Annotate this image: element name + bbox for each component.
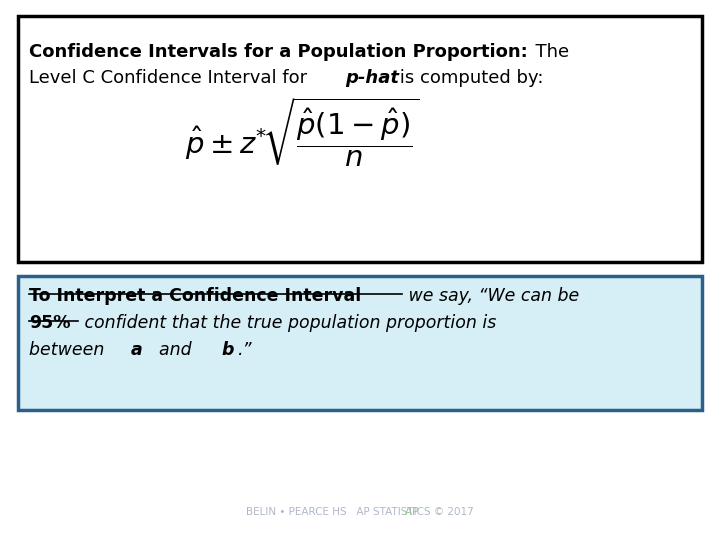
Text: is computed by:: is computed by: [394,69,544,86]
Text: b: b [222,341,234,359]
Text: p-hat: p-hat [346,69,400,86]
Text: between: between [29,341,115,359]
Text: we say, “We can be: we say, “We can be [403,287,580,305]
Text: 95%: 95% [29,314,71,332]
Text: Confidence Intervals for a Population Proportion:: Confidence Intervals for a Population Pr… [29,43,528,61]
Text: a: a [131,341,143,359]
Text: AP: AP [301,507,419,517]
Text: BELIN • PEARCE HS   AP STATISTICS © 2017: BELIN • PEARCE HS AP STATISTICS © 2017 [246,507,474,517]
Text: Level C Confidence Interval for: Level C Confidence Interval for [29,69,312,86]
Text: The: The [524,43,570,61]
FancyBboxPatch shape [18,276,702,410]
FancyBboxPatch shape [18,16,702,262]
Text: and: and [148,341,202,359]
Text: .”: .” [238,341,252,359]
Text: confident that the true population proportion is: confident that the true population propo… [79,314,497,332]
Text: To Interpret a Confidence Interval: To Interpret a Confidence Interval [29,287,361,305]
Text: $\hat{p} \pm z^{*}\!\sqrt{\dfrac{\hat{p}(1-\hat{p})}{n}}$: $\hat{p} \pm z^{*}\!\sqrt{\dfrac{\hat{p}… [185,96,420,169]
